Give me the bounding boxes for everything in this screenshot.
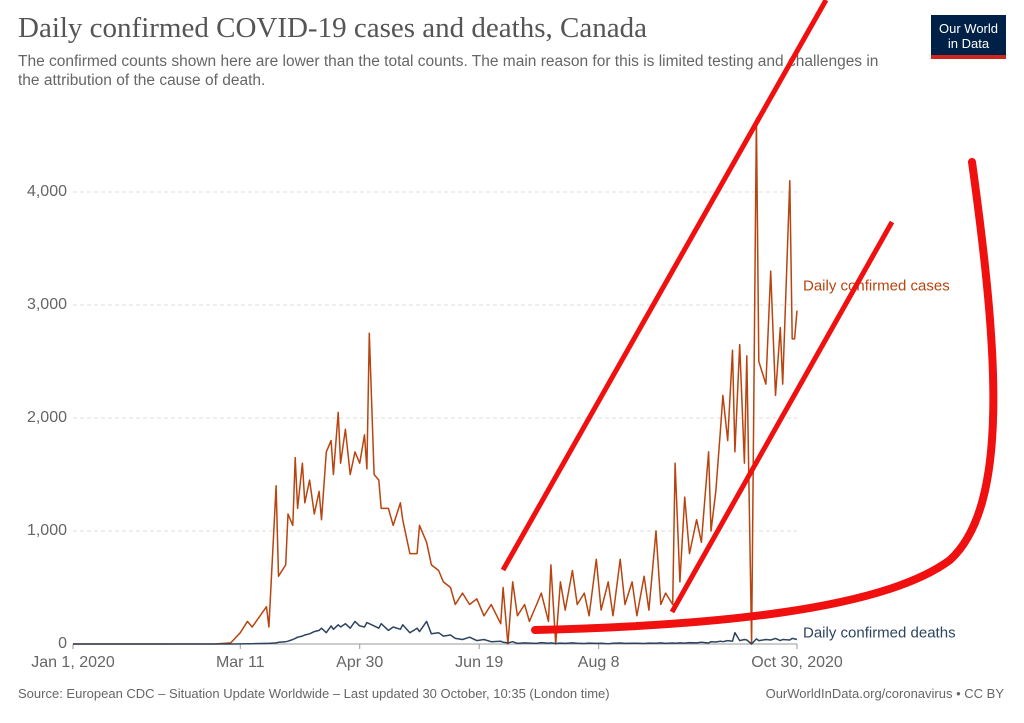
series-line [73,620,798,645]
x-tick-label: Aug 8 [578,654,620,671]
source: Source: European CDC – Situation Update … [18,686,610,701]
x-tick-label: Jan 1, 2020 [31,654,115,671]
x-tick-label: Mar 11 [216,654,265,671]
y-tick-label: 2,000 [27,409,67,426]
y-tick-label: 0 [58,635,67,652]
x-tick-label: Jun 19 [455,654,503,671]
logo-line: in Data [947,36,990,51]
logo-line: Our World [939,21,998,36]
y-tick-label: 3,000 [27,296,67,313]
series-label: Daily confirmed cases [803,278,950,295]
y-tick-label: 4,000 [27,183,67,200]
logo: Our World in Data [931,15,1006,59]
series-label: Daily confirmed deaths [803,624,956,641]
x-tick-label: Oct 30, 2020 [751,654,843,671]
y-tick-label: 1,000 [27,522,67,539]
series-line [73,117,798,645]
credit: OurWorldInData.org/coronavirus • CC BY [765,686,1004,701]
x-tick-label: Apr 30 [336,654,383,671]
